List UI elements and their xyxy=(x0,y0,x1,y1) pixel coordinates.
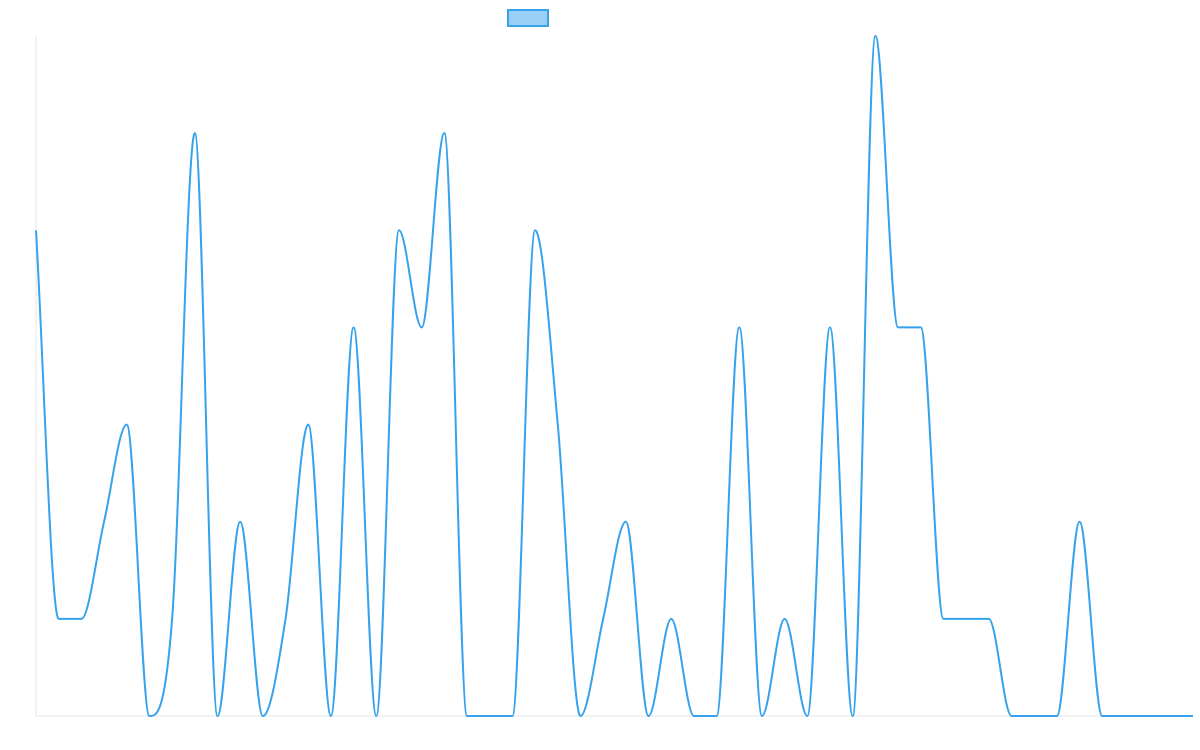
data-point[interactable] xyxy=(555,422,561,428)
data-point[interactable] xyxy=(283,616,289,622)
data-point[interactable] xyxy=(101,519,107,525)
data-point[interactable] xyxy=(986,616,992,622)
data-point[interactable] xyxy=(759,713,765,719)
data-point[interactable] xyxy=(351,324,357,330)
data-point[interactable] xyxy=(373,713,379,719)
data-point[interactable] xyxy=(487,713,493,719)
data-point[interactable] xyxy=(1099,713,1105,719)
data-point[interactable] xyxy=(33,227,39,233)
data-point[interactable] xyxy=(736,324,742,330)
data-point[interactable] xyxy=(509,713,515,719)
data-point[interactable] xyxy=(1145,713,1151,719)
legend-swatch[interactable] xyxy=(507,9,549,27)
data-point[interactable] xyxy=(1167,713,1173,719)
data-point[interactable] xyxy=(691,713,697,719)
data-point[interactable] xyxy=(1077,519,1083,525)
data-point[interactable] xyxy=(260,713,266,719)
data-point[interactable] xyxy=(804,713,810,719)
data-point[interactable] xyxy=(169,616,175,622)
data-point[interactable] xyxy=(464,713,470,719)
data-point[interactable] xyxy=(918,324,924,330)
data-point[interactable] xyxy=(963,616,969,622)
data-point[interactable] xyxy=(940,616,946,622)
data-point[interactable] xyxy=(600,616,606,622)
data-point[interactable] xyxy=(850,713,856,719)
data-point[interactable] xyxy=(872,33,878,39)
data-point[interactable] xyxy=(124,422,130,428)
data-point[interactable] xyxy=(214,713,220,719)
data-point[interactable] xyxy=(623,519,629,525)
data-point[interactable] xyxy=(56,616,62,622)
data-point[interactable] xyxy=(1031,713,1037,719)
data-point[interactable] xyxy=(328,713,334,719)
data-point[interactable] xyxy=(782,616,788,622)
data-point[interactable] xyxy=(1054,713,1060,719)
data-point[interactable] xyxy=(1122,713,1128,719)
data-point[interactable] xyxy=(441,130,447,136)
data-point[interactable] xyxy=(1190,713,1196,719)
data-point[interactable] xyxy=(78,616,84,622)
data-point[interactable] xyxy=(532,227,538,233)
data-point[interactable] xyxy=(646,713,652,719)
data-point[interactable] xyxy=(827,324,833,330)
data-point[interactable] xyxy=(305,422,311,428)
data-point[interactable] xyxy=(146,713,152,719)
data-point[interactable] xyxy=(396,227,402,233)
data-point[interactable] xyxy=(668,616,674,622)
series-layer xyxy=(33,33,1196,719)
data-point[interactable] xyxy=(419,324,425,330)
data-point[interactable] xyxy=(714,713,720,719)
data-point[interactable] xyxy=(895,324,901,330)
data-point[interactable] xyxy=(237,519,243,525)
series-line xyxy=(35,34,1193,718)
data-point[interactable] xyxy=(192,130,198,136)
data-point[interactable] xyxy=(1009,713,1015,719)
data-point[interactable] xyxy=(577,713,583,719)
